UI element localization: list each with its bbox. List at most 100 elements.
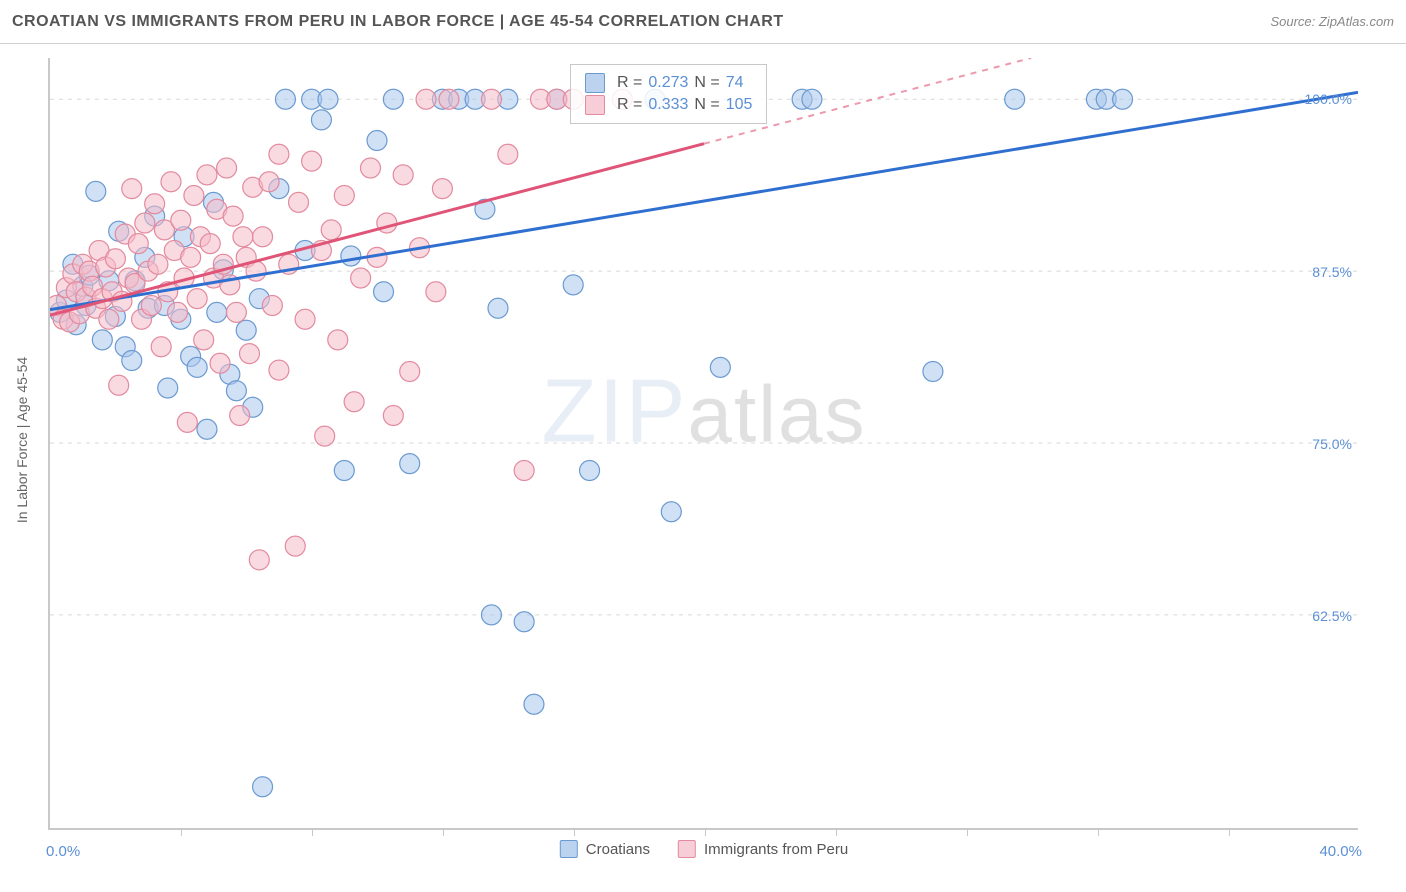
data-point-peru (269, 360, 289, 380)
data-point-peru (141, 296, 161, 316)
data-point-peru (148, 254, 168, 274)
data-point-peru (360, 158, 380, 178)
data-point-peru (259, 172, 279, 192)
data-point-croatians (1113, 89, 1133, 109)
data-point-croatians (923, 362, 943, 382)
data-point-croatians (207, 302, 227, 322)
x-tick (836, 828, 837, 836)
r-legend-row-croatians: R = 0.273 N = 74 (585, 73, 752, 93)
data-point-peru (151, 337, 171, 357)
data-point-peru (226, 302, 246, 322)
x-axis-min-label: 0.0% (46, 843, 80, 860)
data-point-croatians (122, 351, 142, 371)
data-point-croatians (383, 89, 403, 109)
data-point-peru (295, 309, 315, 329)
r-swatch-croatians (585, 73, 605, 93)
data-point-peru (210, 353, 230, 373)
data-point-croatians (488, 298, 508, 318)
data-point-peru (393, 165, 413, 185)
series-legend: Croatians Immigrants from Peru (560, 840, 848, 858)
data-point-peru (253, 227, 273, 247)
data-point-croatians (187, 357, 207, 377)
data-point-peru (498, 144, 518, 164)
data-point-croatians (1005, 89, 1025, 109)
correlation-chart: CROATIAN VS IMMIGRANTS FROM PERU IN LABO… (0, 0, 1406, 892)
data-point-croatians (341, 246, 361, 266)
plot-area: ZIPatlas 62.5%75.0%87.5%100.0% 0.0% 40.0… (48, 58, 1358, 830)
data-point-croatians (563, 275, 583, 295)
data-point-peru (217, 158, 237, 178)
data-point-peru (128, 234, 148, 254)
x-tick (443, 828, 444, 836)
data-point-peru (439, 89, 459, 109)
chart-title: CROATIAN VS IMMIGRANTS FROM PERU IN LABO… (12, 13, 784, 31)
data-point-croatians (367, 131, 387, 151)
data-point-peru (249, 550, 269, 570)
x-tick (705, 828, 706, 836)
data-point-peru (321, 220, 341, 240)
data-point-croatians (275, 89, 295, 109)
data-point-peru (233, 227, 253, 247)
x-tick (967, 828, 968, 836)
data-point-peru (184, 186, 204, 206)
data-point-peru (197, 165, 217, 185)
data-point-peru (194, 330, 214, 350)
data-point-peru (285, 536, 305, 556)
data-point-croatians (524, 694, 544, 714)
trend-line-croatians (50, 92, 1358, 309)
data-point-peru (383, 406, 403, 426)
y-axis-label: In Labor Force | Age 45-54 (14, 357, 30, 523)
data-point-croatians (226, 381, 246, 401)
correlation-legend: R = 0.273 N = 74R = 0.333 N = 105 (570, 64, 767, 124)
data-point-peru (351, 268, 371, 288)
legend-swatch (678, 840, 696, 858)
data-point-croatians (514, 612, 534, 632)
data-point-peru (177, 412, 197, 432)
data-point-croatians (400, 454, 420, 474)
x-tick (574, 828, 575, 836)
y-tick-label: 75.0% (1312, 436, 1352, 452)
source-attribution: Source: ZipAtlas.com (1270, 14, 1394, 29)
data-point-peru (122, 179, 142, 199)
data-point-croatians (86, 181, 106, 201)
plot-svg (50, 58, 1358, 828)
data-point-peru (161, 172, 181, 192)
data-point-peru (514, 461, 534, 481)
x-tick (181, 828, 182, 836)
r-swatch-peru (585, 95, 605, 115)
data-point-croatians (710, 357, 730, 377)
data-point-peru (289, 192, 309, 212)
r-legend-row-peru: R = 0.333 N = 105 (585, 95, 752, 115)
x-tick (312, 828, 313, 836)
data-point-peru (269, 144, 289, 164)
data-point-peru (135, 213, 155, 233)
data-point-peru (105, 249, 125, 269)
data-point-peru (168, 302, 188, 322)
data-point-croatians (197, 419, 217, 439)
data-point-peru (145, 194, 165, 214)
data-point-croatians (334, 461, 354, 481)
legend-item: Immigrants from Peru (678, 840, 848, 858)
data-point-peru (328, 330, 348, 350)
data-point-peru (99, 309, 119, 329)
data-point-croatians (802, 89, 822, 109)
x-tick (1229, 828, 1230, 836)
x-axis-max-label: 40.0% (1319, 843, 1362, 860)
data-point-peru (344, 392, 364, 412)
data-point-croatians (481, 605, 501, 625)
legend-swatch (560, 840, 578, 858)
data-point-peru (200, 234, 220, 254)
data-point-peru (239, 344, 259, 364)
data-point-peru (302, 151, 322, 171)
x-tick (1098, 828, 1099, 836)
data-point-peru (426, 282, 446, 302)
data-point-peru (481, 89, 501, 109)
data-point-croatians (661, 502, 681, 522)
data-point-peru (187, 289, 207, 309)
data-point-croatians (374, 282, 394, 302)
data-point-peru (223, 206, 243, 226)
data-point-croatians (236, 320, 256, 340)
data-point-peru (171, 210, 191, 230)
legend-item: Croatians (560, 840, 650, 858)
data-point-peru (109, 375, 129, 395)
